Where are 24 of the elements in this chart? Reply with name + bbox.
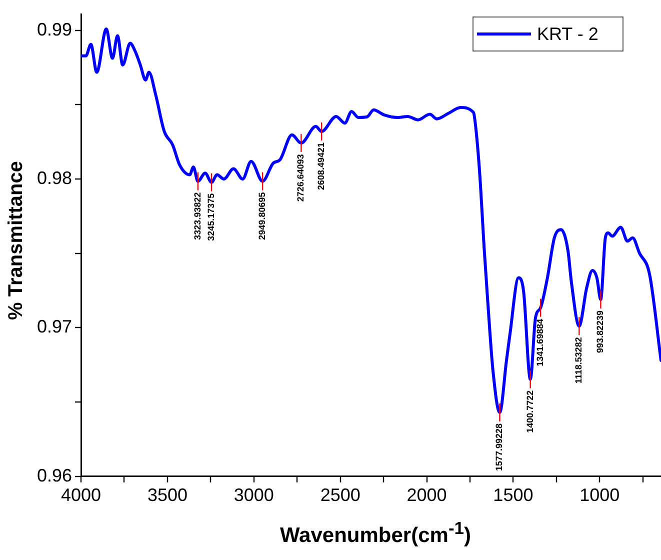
annotation: 2726.64093 (296, 154, 306, 202)
x-tick-label: 1500 (493, 485, 534, 506)
y-tick-label: 0.97 (36, 316, 72, 337)
annotation: 1400.7722 (524, 390, 535, 433)
annotation: 1118.53282 (574, 337, 584, 384)
x-tick-label: 4000 (61, 485, 102, 506)
y-tick-label: 0.96 (36, 465, 72, 486)
x-tick-label: 3500 (147, 485, 188, 506)
annotation: 2608.49421 (316, 142, 326, 190)
annotation: 3245.17375 (206, 193, 216, 241)
legend-label: KRT - 2 (537, 24, 598, 44)
y-axis-title: % Transmittance (4, 160, 28, 320)
annotation: 1341.69884 (535, 318, 546, 366)
x-axis-title: Wavenumber(cm$^{-1}$) (279, 518, 472, 548)
x-tick-label: 2500 (320, 485, 360, 506)
y-tick-label: 0.98 (36, 168, 72, 188)
annotation: 1577.99228 (494, 423, 504, 472)
x-tick-label: 2000 (406, 485, 447, 506)
annotation: 2949.80695 (257, 192, 268, 240)
x-tick-label: 3000 (234, 485, 274, 506)
annotation: 993.82239 (595, 310, 606, 354)
x-tick-label: 1000 (580, 485, 620, 506)
y-tick-label: 0.99 (36, 19, 72, 40)
annotation: 3323.93822 (192, 192, 202, 240)
